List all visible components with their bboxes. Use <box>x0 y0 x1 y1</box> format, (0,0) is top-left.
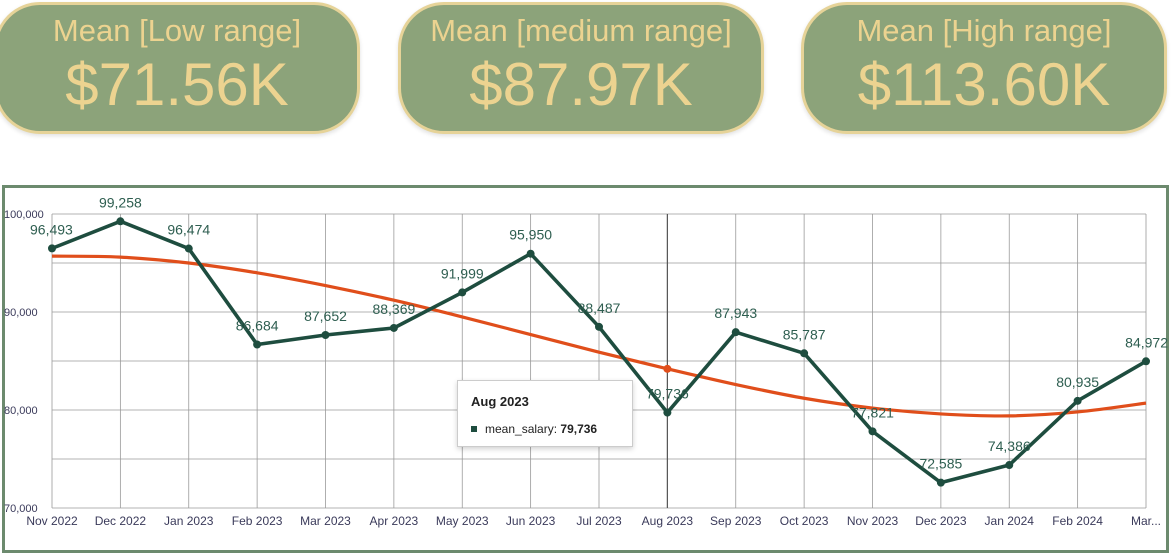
x-tick-label: Dec 2023 <box>915 514 967 528</box>
kpi-label: Mean [medium range] <box>430 13 732 48</box>
data-point <box>663 408 672 417</box>
data-point <box>184 244 193 253</box>
x-tick-label: Feb 2023 <box>232 514 283 528</box>
data-label: 74,386 <box>988 438 1031 454</box>
data-point <box>321 331 330 340</box>
data-point <box>389 323 398 332</box>
data-label: 84,972 <box>1125 334 1168 350</box>
salary-trend-chart-panel <box>2 185 1169 553</box>
data-label: 95,950 <box>509 227 552 243</box>
data-point <box>1005 461 1014 470</box>
tooltip-series-name: mean_salary: <box>485 422 558 436</box>
kpi-label: Mean [High range] <box>856 13 1112 48</box>
data-label: 79,736 <box>646 386 689 402</box>
data-label: 88,369 <box>372 301 415 317</box>
data-label: 87,652 <box>304 308 347 324</box>
x-tick-label: Nov 2023 <box>847 514 899 528</box>
x-tick-label: Jan 2023 <box>164 514 214 528</box>
data-label: 87,943 <box>714 305 757 321</box>
data-point <box>48 244 56 253</box>
tooltip-value: 79,736 <box>560 422 598 436</box>
x-tick-label: Jan 2024 <box>985 514 1035 528</box>
x-tick-label: Mar 2023 <box>300 514 351 528</box>
data-label: 91,999 <box>441 265 484 281</box>
data-point <box>731 328 740 337</box>
data-point <box>868 427 877 436</box>
kpi-card-medium-range: Mean [medium range] $87.97K <box>398 2 764 134</box>
chart-tooltip: Aug 2023 mean_salary: 79,736 <box>457 380 633 447</box>
x-tick-label: Dec 2022 <box>95 514 147 528</box>
data-label: 72,585 <box>919 456 962 472</box>
data-point <box>253 340 262 349</box>
data-point <box>526 249 535 258</box>
x-tick-label: Nov 2022 <box>26 514 78 528</box>
data-point <box>595 322 603 331</box>
series-swatch-icon <box>471 426 477 432</box>
tooltip-row: mean_salary: 79,736 <box>471 422 597 436</box>
kpi-value: $87.97K <box>469 51 693 118</box>
y-tick-label: 90,000 <box>4 307 38 319</box>
data-label: 85,787 <box>783 326 826 342</box>
x-tick-label: Jul 2023 <box>576 514 622 528</box>
kpi-value: $71.56K <box>65 51 289 118</box>
trend-line <box>51 254 1147 418</box>
data-point <box>1142 357 1150 366</box>
y-tick-label: 80,000 <box>4 405 38 417</box>
data-label: 88,487 <box>578 300 621 316</box>
kpi-card-low-range: Mean [Low range] $71.56K <box>0 2 360 134</box>
data-label: 86,684 <box>236 317 279 333</box>
data-point <box>936 478 945 487</box>
x-tick-label: Sep 2023 <box>710 514 762 528</box>
x-tick-label: Apr 2023 <box>370 514 419 528</box>
data-label: 96,474 <box>167 222 210 238</box>
data-point <box>1073 396 1082 405</box>
x-tick-label: Mar... <box>1131 514 1161 528</box>
data-label: 96,493 <box>30 221 73 237</box>
data-label: 99,258 <box>99 194 142 210</box>
data-point <box>458 288 467 297</box>
trend-point-highlight <box>663 364 672 373</box>
data-point <box>800 349 809 358</box>
x-tick-label: Jun 2023 <box>506 514 556 528</box>
data-label: 80,935 <box>1056 374 1099 390</box>
y-tick-label: 100,000 <box>4 209 44 221</box>
data-label: 77,821 <box>851 404 894 420</box>
kpi-value: $113.60K <box>857 51 1111 118</box>
x-tick-label: Oct 2023 <box>780 514 829 528</box>
x-tick-label: May 2023 <box>436 514 489 528</box>
x-tick-label: Aug 2023 <box>642 514 694 528</box>
kpi-card-high-range: Mean [High range] $113.60K <box>801 2 1167 134</box>
tooltip-title: Aug 2023 <box>471 394 529 409</box>
y-tick-label: 70,000 <box>4 503 38 515</box>
data-point <box>116 217 125 226</box>
kpi-label: Mean [Low range] <box>52 13 302 48</box>
x-tick-label: Feb 2024 <box>1052 514 1103 528</box>
